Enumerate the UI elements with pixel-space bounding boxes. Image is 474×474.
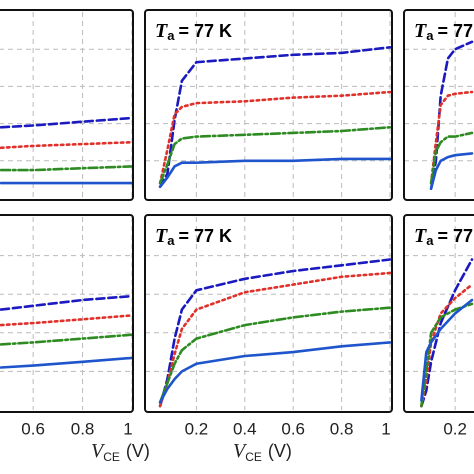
series-line bbox=[158, 90, 392, 185]
series-line bbox=[158, 126, 392, 185]
plot-area bbox=[145, 217, 392, 410]
title-symbol: T bbox=[414, 225, 427, 247]
title-symbol: T bbox=[155, 20, 168, 42]
title-rest: = 77 K bbox=[178, 21, 232, 41]
series-line bbox=[420, 298, 474, 402]
xlabel-subscript: CE bbox=[245, 450, 262, 464]
series-line bbox=[158, 46, 392, 189]
x-axis-label: VCE (V) bbox=[91, 440, 150, 465]
series-line bbox=[158, 341, 392, 404]
series-line bbox=[420, 258, 474, 408]
series-line bbox=[0, 165, 133, 172]
series-line bbox=[429, 131, 474, 185]
x-axis-label: VCE (V) bbox=[233, 440, 292, 465]
series-line bbox=[420, 302, 474, 408]
plot-area bbox=[145, 12, 392, 198]
x-tick-label: 0.2 bbox=[443, 419, 467, 438]
series-line bbox=[158, 271, 392, 408]
series-line bbox=[0, 333, 133, 346]
plot-area bbox=[0, 12, 133, 198]
series-line bbox=[0, 356, 133, 369]
series-line bbox=[429, 90, 474, 185]
panel-frame bbox=[144, 9, 393, 201]
title-subscript: a bbox=[426, 233, 434, 248]
x-tick-label: 0.6 bbox=[21, 419, 45, 438]
xlabel-unit: (V) bbox=[268, 441, 292, 461]
series-line bbox=[0, 140, 133, 150]
series-line bbox=[0, 314, 133, 327]
x-tick-label: 0.4 bbox=[233, 419, 257, 438]
x-tick-label: 1 bbox=[381, 419, 390, 438]
panel-frame bbox=[0, 214, 134, 413]
title-symbol: T bbox=[414, 20, 427, 42]
plot-area bbox=[404, 217, 474, 410]
x-tick-label: 0.6 bbox=[281, 419, 305, 438]
x-tick-label: 1 bbox=[123, 419, 132, 438]
plot-area bbox=[0, 217, 133, 410]
title-rest: = 77 K bbox=[437, 226, 474, 246]
title-rest: = 77 K bbox=[178, 226, 232, 246]
panel-frame bbox=[403, 9, 474, 201]
xlabel-unit: (V) bbox=[126, 441, 150, 461]
panel-frame bbox=[144, 214, 393, 413]
title-subscript: a bbox=[167, 28, 175, 43]
xlabel-symbol: V bbox=[233, 440, 248, 462]
panel-title: Ta= 77 K bbox=[155, 225, 232, 249]
series-line bbox=[158, 306, 392, 404]
panel-title: Ta= 77 K bbox=[414, 225, 474, 249]
panel: 0.2 Ta= 77 K bbox=[403, 214, 474, 438]
x-tick-label: 0.8 bbox=[330, 419, 354, 438]
xlabel-subscript: CE bbox=[103, 450, 120, 464]
panel-title: Ta= 77 K bbox=[414, 20, 474, 44]
panel: Ta= 77 K bbox=[144, 9, 393, 201]
panel: 0.2 0.4 0.6 0.8 1 Ta = 77 K VCE (V) bbox=[144, 214, 393, 465]
panel-frame bbox=[403, 214, 474, 413]
series-line bbox=[0, 294, 133, 311]
panel: Ta= 77 K bbox=[403, 9, 474, 201]
title-subscript: a bbox=[167, 233, 175, 248]
panel-frame bbox=[0, 9, 134, 201]
title-rest: = 77 K bbox=[437, 21, 474, 41]
series-line bbox=[0, 116, 133, 129]
series-line bbox=[158, 157, 392, 189]
plot-area bbox=[404, 12, 474, 198]
panel bbox=[0, 9, 134, 201]
x-tick-label: 0.8 bbox=[71, 419, 95, 438]
x-tick-label: 0.2 bbox=[185, 419, 209, 438]
panel-title: Ta= 77 K bbox=[155, 20, 232, 44]
series-line bbox=[429, 40, 474, 190]
title-symbol: T bbox=[155, 225, 168, 247]
series-line bbox=[158, 258, 392, 408]
xlabel-symbol: V bbox=[91, 440, 106, 462]
series-line bbox=[429, 152, 474, 190]
title-subscript: a bbox=[426, 28, 434, 43]
